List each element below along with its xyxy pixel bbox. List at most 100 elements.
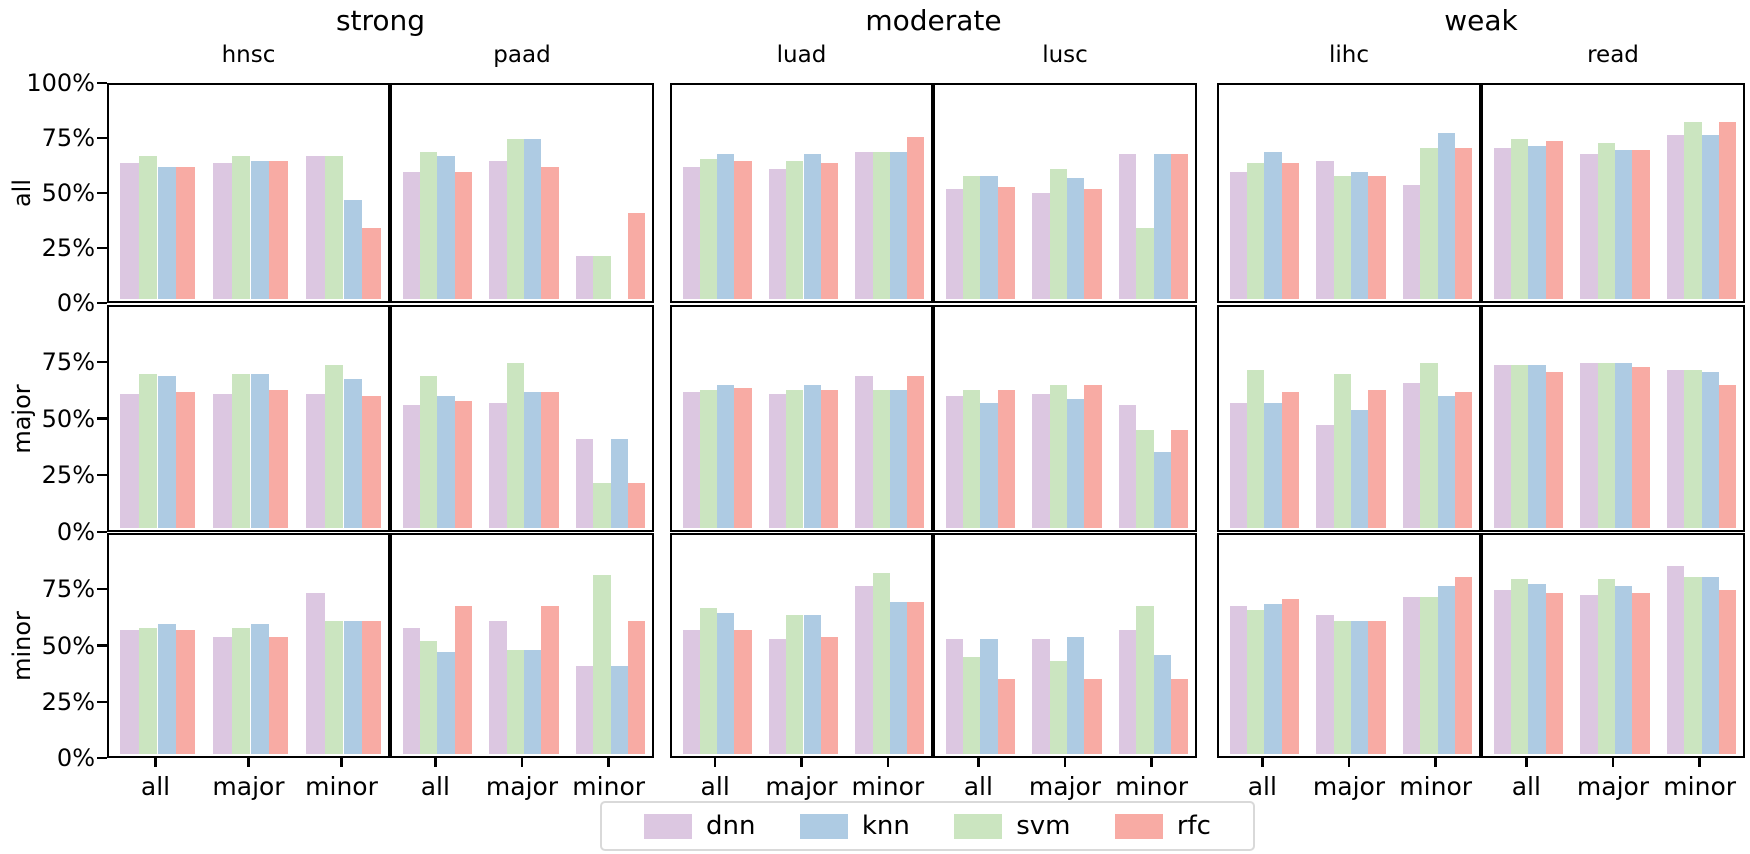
bar-dnn <box>1667 566 1685 754</box>
bar-svm <box>420 152 438 299</box>
bar-dnn <box>402 628 420 754</box>
x-tick-label: major <box>1576 772 1650 801</box>
x-axis-tick <box>1063 758 1067 767</box>
bar-svm <box>324 156 344 299</box>
bar-svm <box>1049 169 1067 299</box>
legend-item-knn: knn <box>799 811 910 841</box>
x-axis-tick <box>977 758 980 767</box>
y-axis-tick <box>97 417 107 420</box>
bar-rfc <box>541 605 559 754</box>
bar-knn <box>1153 452 1171 528</box>
x-tick-label: minor <box>572 772 646 801</box>
bar-knn <box>524 650 542 754</box>
bar-dnn <box>1316 425 1334 528</box>
bar-dnn <box>1229 605 1247 754</box>
bar-knn <box>803 614 821 754</box>
bar-rfc <box>1545 371 1563 528</box>
group-title-strong: strong <box>335 4 426 37</box>
bar-dnn <box>213 162 232 299</box>
bar-rfc <box>1632 149 1650 299</box>
bar-rfc <box>541 391 559 528</box>
bar-dnn <box>306 592 325 754</box>
y-axis-tick <box>97 474 107 477</box>
x-axis-tick <box>520 758 524 767</box>
bar-rfc <box>362 621 381 754</box>
y-axis-tick <box>97 136 107 140</box>
bar-knn <box>1437 132 1455 299</box>
bar-knn <box>250 374 270 528</box>
bar-svm <box>420 376 438 528</box>
x-axis-tick <box>247 758 250 767</box>
y-tick-label: 100% <box>26 69 95 97</box>
bar-rfc <box>1368 621 1386 754</box>
y-tick-label: 50% <box>41 179 95 207</box>
bar-rfc <box>997 678 1015 754</box>
bar-svm <box>1684 577 1702 754</box>
legend-label-rfc: rfc <box>1176 811 1211 841</box>
bar-svm <box>1333 175 1351 299</box>
bar-knn <box>1701 577 1719 754</box>
y-axis-tick <box>97 191 107 195</box>
x-tick-label: all <box>700 772 730 801</box>
bar-rfc <box>176 630 195 754</box>
bar-dnn <box>1580 362 1598 528</box>
y-tick-label: 50% <box>41 631 95 660</box>
bar-dnn <box>213 636 232 754</box>
bar-dnn <box>768 169 787 299</box>
x-axis-tick <box>1698 758 1701 767</box>
bar-svm <box>231 374 251 528</box>
bar-rfc <box>541 167 559 299</box>
bar-rfc <box>734 387 752 528</box>
axes-hnsc-major <box>107 305 390 532</box>
bar-dnn <box>1119 405 1137 528</box>
bar-svm <box>699 389 718 528</box>
bar-dnn <box>855 376 873 528</box>
legend-swatch-rfc <box>1114 813 1163 839</box>
bar-rfc <box>820 636 839 754</box>
bar-svm <box>872 152 890 299</box>
bar-rfc <box>1455 391 1473 528</box>
group-title-moderate: moderate <box>865 4 1002 37</box>
bar-rfc <box>628 621 646 754</box>
x-tick-label: all <box>1247 772 1277 801</box>
bar-rfc <box>1084 188 1102 299</box>
y-axis-tick <box>97 700 107 703</box>
bar-dnn <box>1493 365 1511 528</box>
axes-paad-all <box>390 83 654 303</box>
bar-knn <box>157 623 177 754</box>
bar-knn <box>250 623 270 754</box>
bar-knn <box>980 403 998 528</box>
y-tick-label: 0% <box>56 518 95 546</box>
bar-knn <box>1615 586 1633 754</box>
bar-knn <box>1437 586 1455 754</box>
bar-dnn <box>489 160 507 299</box>
y-axis-tick <box>97 360 107 363</box>
x-tick-label: major <box>212 772 285 801</box>
axes-paad-minor <box>390 533 654 758</box>
bar-svm <box>1247 369 1265 528</box>
bar-knn <box>343 621 363 754</box>
bar-svm <box>1136 429 1154 528</box>
bar-dnn <box>1316 614 1334 754</box>
bar-rfc <box>907 137 925 299</box>
bar-rfc <box>1281 391 1299 528</box>
subplot-title-read: read <box>1587 42 1639 68</box>
bar-svm <box>231 156 251 299</box>
bar-knn <box>610 665 628 754</box>
bar-rfc <box>1084 385 1102 528</box>
bar-rfc <box>907 601 925 754</box>
bar-rfc <box>1455 147 1473 299</box>
bar-knn <box>889 601 908 754</box>
legend-label-svm: svm <box>1016 811 1071 841</box>
bar-dnn <box>213 394 232 528</box>
bar-rfc <box>1632 367 1650 528</box>
bar-dnn <box>768 639 787 754</box>
bar-knn <box>1067 178 1085 299</box>
axes-read-minor <box>1481 533 1745 758</box>
bar-svm <box>699 608 718 754</box>
y-axis-tick <box>97 588 107 591</box>
bar-svm <box>963 175 981 299</box>
x-tick-label: major <box>765 772 838 801</box>
bar-svm <box>699 158 718 299</box>
